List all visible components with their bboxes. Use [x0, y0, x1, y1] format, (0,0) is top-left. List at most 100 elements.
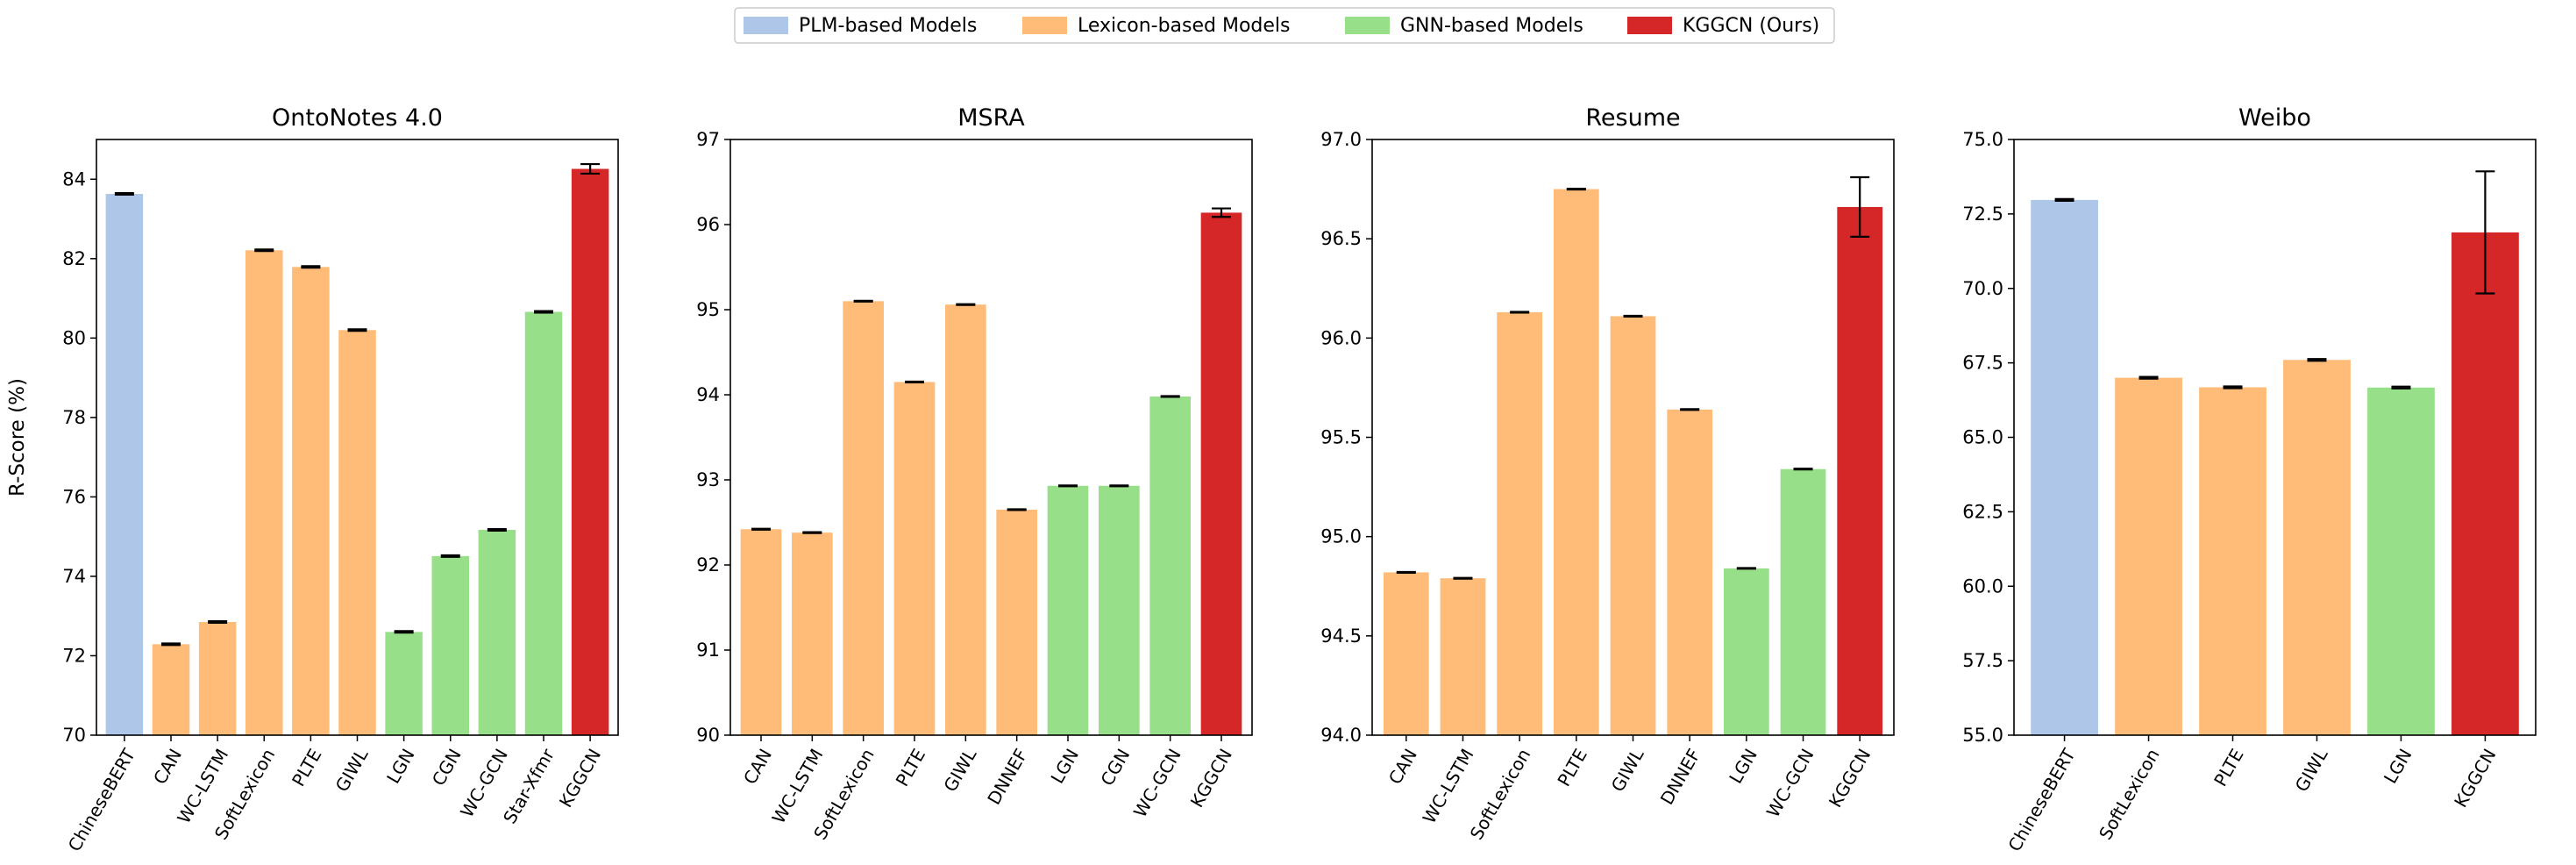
y-tick-label: 70.0 — [1962, 278, 2003, 299]
y-tick-label: 78 — [62, 407, 86, 428]
bar — [1723, 568, 1769, 735]
x-tick-label: ChineseBERT — [64, 745, 140, 855]
y-tick-label: 80 — [62, 327, 86, 348]
y-tick-label: 96.5 — [1320, 228, 1362, 249]
bar — [2283, 360, 2351, 735]
legend-label: Lexicon-based Models — [1078, 15, 1291, 37]
axes-frame — [729, 139, 1253, 736]
legend-swatch — [1022, 17, 1067, 34]
bar — [152, 644, 190, 735]
y-tick-label: 94.0 — [1320, 725, 1362, 746]
y-tick-label: 72.5 — [1962, 204, 2003, 225]
x-tick-label: SoftLexicon — [1466, 745, 1535, 843]
x-tick-label: LGN — [1047, 745, 1084, 787]
bar — [2031, 199, 2098, 735]
bar — [792, 533, 833, 735]
chart-panel: Weibo ChineseBERT SoftLexicon PLTE GIWL LGN KG… — [1962, 104, 2537, 855]
chart-title: OntoNotes 4.0 — [272, 104, 443, 132]
x-tick-label: ChineseBERT — [2003, 745, 2080, 855]
bar — [1383, 572, 1429, 735]
bar — [2367, 387, 2435, 735]
legend-swatch — [1627, 17, 1672, 34]
x-tick-label: GIWL — [939, 745, 980, 796]
axes-frame — [1371, 139, 1895, 736]
y-tick-label: 96 — [696, 214, 720, 235]
x-tick-label: KGGCN — [1186, 745, 1236, 811]
bar — [524, 311, 563, 735]
y-tick-label: 94 — [696, 384, 720, 405]
bar — [105, 194, 144, 736]
x-tick-label: SoftLexicon — [2095, 745, 2164, 843]
y-tick-label: 95.5 — [1320, 427, 1362, 448]
y-tick-label: 97 — [696, 129, 720, 150]
legend-frame — [734, 7, 1835, 44]
y-tick-label: 55.0 — [1962, 725, 2003, 746]
x-tick-label: CAN — [739, 745, 776, 788]
y-tick-label: 62.5 — [1962, 501, 2003, 522]
x-tick-label: WC-GCN — [1762, 745, 1818, 821]
bar — [1497, 311, 1543, 735]
bar — [431, 555, 469, 735]
y-tick-label: 57.5 — [1962, 650, 2003, 671]
x-tick-label: GIWL — [331, 745, 373, 796]
chart-title: MSRA — [957, 104, 1025, 132]
y-tick-label: 65.0 — [1962, 427, 2003, 448]
y-tick-label: 95 — [696, 299, 720, 320]
x-tick-label: DNNEF — [1656, 745, 1705, 808]
y-tick-label: 90 — [696, 725, 720, 746]
bar — [1667, 409, 1713, 735]
x-tick-label: LGN — [382, 745, 419, 787]
bar — [1099, 485, 1140, 735]
bar — [198, 621, 237, 735]
y-tick-label: 93 — [696, 469, 720, 490]
x-tick-label: KGGCN — [1825, 745, 1875, 811]
x-tick-label: KGGCN — [555, 745, 605, 811]
bar — [843, 301, 884, 735]
bar — [292, 267, 330, 735]
y-tick-label: 84 — [62, 168, 86, 189]
legend-label: PLM-based Models — [799, 15, 977, 37]
bar — [1200, 212, 1242, 736]
chart-title: Resume — [1585, 104, 1680, 132]
x-tick-label: WC-LSTM — [768, 745, 828, 827]
x-tick-label: CAN — [1384, 745, 1421, 788]
y-tick-label: 72 — [62, 645, 86, 666]
bar — [1837, 206, 1883, 735]
x-tick-label: PLTE — [2210, 745, 2247, 790]
y-tick-label: 74 — [62, 566, 86, 587]
y-tick-label: 67.5 — [1962, 353, 2003, 374]
bar — [571, 168, 609, 736]
bar — [1440, 578, 1486, 735]
y-tick-label: 96.0 — [1320, 327, 1362, 348]
bar — [2199, 387, 2266, 735]
y-tick-label: 92 — [696, 554, 720, 575]
y-axis-label: R-Score (%) — [6, 378, 29, 497]
bar — [1149, 396, 1191, 735]
x-tick-label: DNNEF — [983, 745, 1032, 808]
axes-frame — [2013, 139, 2537, 736]
bar — [246, 250, 283, 735]
bar — [893, 382, 936, 735]
y-tick-label: 76 — [62, 486, 86, 507]
y-tick-label: 91 — [696, 640, 720, 661]
bar — [1610, 316, 1656, 735]
bar — [740, 529, 782, 735]
bar — [2451, 232, 2519, 735]
y-tick-label: 82 — [62, 248, 86, 269]
bar — [478, 529, 516, 735]
bar — [1047, 485, 1089, 735]
x-tick-label: GIWL — [1607, 745, 1648, 796]
y-tick-label: 95.0 — [1320, 526, 1362, 547]
bar — [385, 632, 423, 735]
legend-label: GNN-based Models — [1400, 15, 1583, 37]
y-tick-label: 97.0 — [1320, 129, 1362, 150]
x-tick-label: WC-GCN — [1129, 745, 1185, 821]
legend-swatch — [1345, 17, 1390, 34]
x-tick-label: LGN — [1725, 745, 1761, 787]
axes-frame — [96, 139, 619, 736]
x-tick-label: CGN — [1096, 745, 1134, 789]
